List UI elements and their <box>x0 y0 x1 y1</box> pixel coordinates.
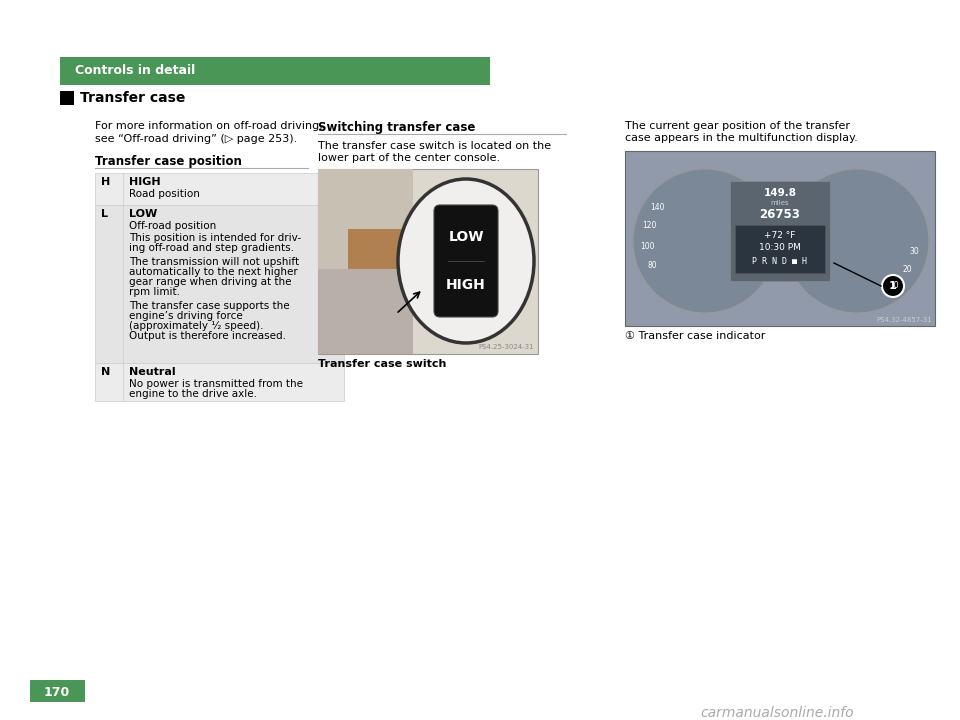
Text: LOW: LOW <box>129 209 157 219</box>
Text: PS4.32-4857-31: PS4.32-4857-31 <box>876 317 932 323</box>
Text: carmanualsonline.info: carmanualsonline.info <box>700 706 853 720</box>
Text: Transfer case position: Transfer case position <box>95 155 242 168</box>
Text: Transfer case switch: Transfer case switch <box>318 359 446 369</box>
Text: HIGH: HIGH <box>446 278 486 292</box>
Text: 20: 20 <box>902 266 912 274</box>
Text: The transfer case supports the: The transfer case supports the <box>129 301 290 311</box>
Text: HIGH: HIGH <box>129 177 160 187</box>
Text: Transfer case: Transfer case <box>80 91 185 105</box>
Text: The transfer case switch is located on the: The transfer case switch is located on t… <box>318 141 551 151</box>
Text: P R N D ■ H: P R N D ■ H <box>753 256 807 266</box>
Text: Controls in detail: Controls in detail <box>75 65 195 78</box>
Bar <box>60 57 490 85</box>
Ellipse shape <box>785 169 929 313</box>
Text: lower part of the center console.: lower part of the center console. <box>318 153 500 163</box>
Text: see “Off-road driving” (▷ page 253).: see “Off-road driving” (▷ page 253). <box>95 134 298 144</box>
Bar <box>95 363 344 401</box>
Text: The transmission will not upshift: The transmission will not upshift <box>129 257 300 267</box>
Text: PS4.25-3024-31: PS4.25-3024-31 <box>478 344 534 350</box>
Text: 120: 120 <box>642 222 657 230</box>
Text: For more information on off-road driving,: For more information on off-road driving… <box>95 121 323 131</box>
Text: gear range when driving at the: gear range when driving at the <box>129 277 292 287</box>
Text: engine’s driving force: engine’s driving force <box>129 311 243 321</box>
Text: ing off-road and step gradients.: ing off-road and step gradients. <box>129 243 294 253</box>
Text: Output is therefore increased.: Output is therefore increased. <box>129 331 286 341</box>
Text: 170: 170 <box>44 686 70 699</box>
Text: N: N <box>101 367 110 377</box>
Text: Off-road position: Off-road position <box>129 221 216 231</box>
Text: 140: 140 <box>650 203 664 212</box>
Bar <box>60 91 74 105</box>
Text: No power is transmitted from the: No power is transmitted from the <box>129 379 303 389</box>
Ellipse shape <box>633 169 777 313</box>
Text: This position is intended for driv-: This position is intended for driv- <box>129 233 301 243</box>
Text: 149.8: 149.8 <box>763 188 797 198</box>
Text: ① Transfer case indicator: ① Transfer case indicator <box>625 331 765 341</box>
Text: engine to the drive axle.: engine to the drive axle. <box>129 389 257 399</box>
Text: 26753: 26753 <box>759 207 801 220</box>
Text: 1: 1 <box>889 281 897 291</box>
Text: Neutral: Neutral <box>129 367 176 377</box>
Bar <box>348 229 408 269</box>
Text: rpm limit.: rpm limit. <box>129 287 180 297</box>
Text: H: H <box>101 177 110 187</box>
FancyBboxPatch shape <box>434 205 498 317</box>
Bar <box>30 680 85 702</box>
Text: LOW: LOW <box>448 230 484 244</box>
Text: case appears in the multifunction display.: case appears in the multifunction displa… <box>625 133 857 143</box>
Bar <box>318 169 413 354</box>
Text: 10:30 PM: 10:30 PM <box>759 243 801 251</box>
Text: (approximately ¹⁄₂ speed).: (approximately ¹⁄₂ speed). <box>129 321 263 331</box>
Circle shape <box>882 275 904 297</box>
Text: 100: 100 <box>640 241 655 251</box>
Text: automatically to the next higher: automatically to the next higher <box>129 267 298 277</box>
Text: 30: 30 <box>909 246 919 256</box>
Bar <box>625 151 935 326</box>
Bar <box>95 173 344 205</box>
Bar <box>735 225 825 273</box>
Bar <box>318 269 413 354</box>
Text: Switching transfer case: Switching transfer case <box>318 121 475 134</box>
Text: L: L <box>101 209 108 219</box>
Text: miles: miles <box>771 200 789 206</box>
Text: 80: 80 <box>648 261 658 270</box>
Text: +72 °F: +72 °F <box>764 230 796 240</box>
Bar <box>318 169 538 354</box>
Bar <box>730 181 830 281</box>
Ellipse shape <box>398 179 534 343</box>
Bar <box>95 205 344 363</box>
Text: Road position: Road position <box>129 189 200 199</box>
Text: The current gear position of the transfer: The current gear position of the transfe… <box>625 121 850 131</box>
Text: 10: 10 <box>890 281 900 290</box>
